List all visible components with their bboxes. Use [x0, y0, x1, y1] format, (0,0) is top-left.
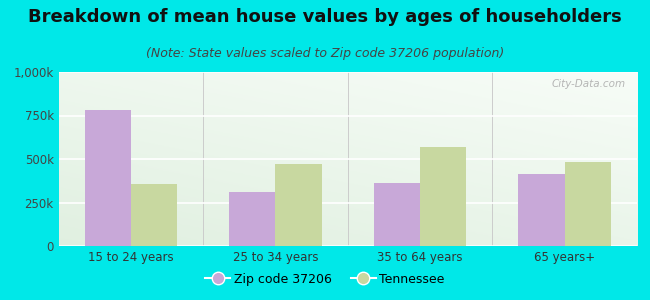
Bar	[229, 192, 276, 246]
Bar	[84, 110, 131, 246]
Bar	[374, 183, 420, 246]
Bar	[276, 164, 322, 246]
Text: Breakdown of mean house values by ages of householders: Breakdown of mean house values by ages o…	[28, 8, 622, 26]
Bar	[131, 184, 177, 246]
Legend: Zip code 37206, Tennessee: Zip code 37206, Tennessee	[200, 268, 450, 291]
Bar	[519, 174, 565, 246]
Text: City-Data.com: City-Data.com	[551, 79, 625, 89]
Bar	[420, 147, 466, 246]
Bar	[565, 163, 611, 246]
Text: (Note: State values scaled to Zip code 37206 population): (Note: State values scaled to Zip code 3…	[146, 46, 504, 59]
